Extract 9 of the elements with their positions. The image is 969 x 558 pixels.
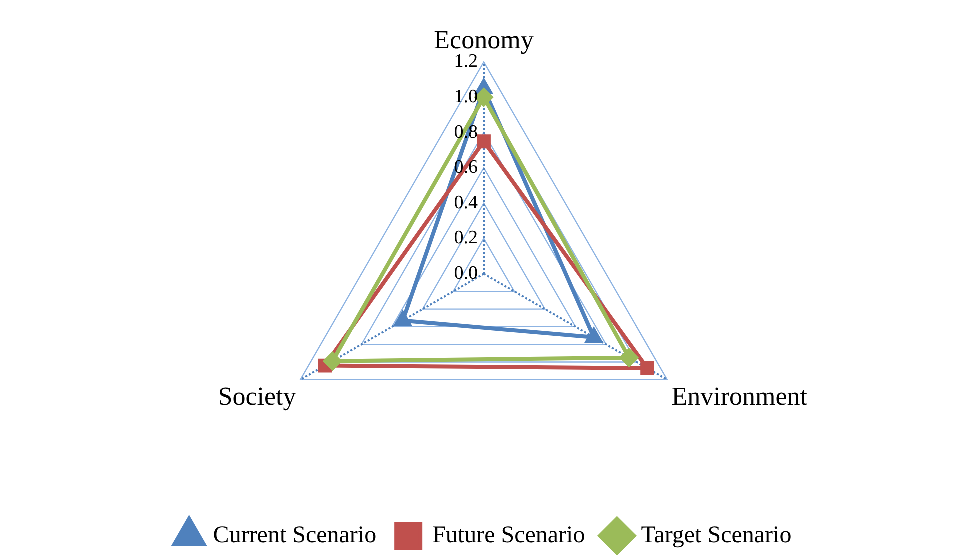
y-tick-label: 0.2 [454, 228, 478, 249]
y-tick-label: 0.4 [454, 192, 478, 214]
y-tick-label: 1.0 [454, 86, 478, 108]
y-tick-label: 0.0 [454, 262, 478, 284]
legend-label: Current Scenario [213, 522, 377, 548]
legend-label: Future Scenario [432, 522, 586, 548]
legend-label: Target Scenario [641, 522, 792, 548]
spoke-label: Society [218, 382, 296, 411]
spoke-label: Environment [672, 382, 808, 411]
